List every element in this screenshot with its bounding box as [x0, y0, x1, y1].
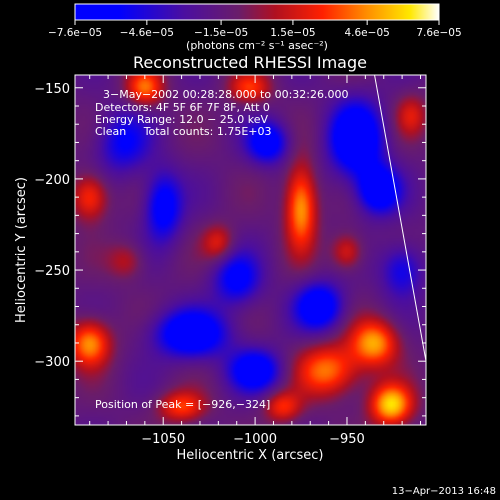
colorbar-tick-label: 4.6e−05: [344, 27, 389, 39]
chart-title: Reconstructed RHESSI Image: [133, 53, 367, 72]
x-tick-label: −950: [329, 432, 365, 447]
x-tick-label: −1000: [233, 432, 277, 447]
y-tick-label: −250: [34, 264, 70, 279]
colorbar: [74, 3, 440, 21]
colorbar-tick-label: −7.6e−05: [48, 27, 102, 39]
colorbar-tick-label: 7.6e−05: [416, 27, 461, 39]
plot-frame: [74, 74, 427, 426]
x-axis-label: Heliocentric X (arcsec): [177, 448, 324, 463]
x-axis-ticks: −1050 −1000 −950: [89, 75, 421, 447]
annotation-peak-position: Position of Peak = [−926,−324]: [95, 398, 270, 411]
x-tick-label: −1050: [141, 432, 185, 447]
footer-timestamp: 13−Apr−2013 16:48: [392, 486, 496, 497]
annotation-time-range: 3−May−2002 00:28:28.000 to 00:32:26.000: [103, 88, 349, 101]
y-axis-label: Heliocentric Y (arcsec): [14, 177, 29, 323]
y-tick-label: −300: [34, 355, 70, 370]
annotation-detectors: Detectors: 4F 5F 6F 7F 8F, Att 0: [95, 101, 270, 114]
colorbar-units-label: (photons cm⁻² s⁻¹ asec⁻²): [186, 39, 328, 52]
colorbar-tick-label: −4.6e−05: [120, 27, 174, 39]
heatmap-image: [75, 75, 426, 425]
y-tick-label: −200: [34, 173, 70, 188]
limb-line: [374, 75, 426, 362]
y-tick-label: −150: [34, 82, 70, 97]
y-axis-ticks: −150 −200 −250 −300: [34, 82, 426, 417]
annotation-clean: Clean Total counts: 1.75E+03: [95, 125, 272, 138]
colorbar-ticks: −7.6e−05 −4.6e−05 −1.5e−05 1.5e−05 4.6e−05 7.…: [48, 20, 462, 39]
colorbar-tick-label: 1.5e−05: [270, 27, 315, 39]
colorbar-tick-label: −1.5e−05: [194, 27, 248, 39]
annotation-energy: Energy Range: 12.0 − 25.0 keV: [95, 113, 269, 126]
